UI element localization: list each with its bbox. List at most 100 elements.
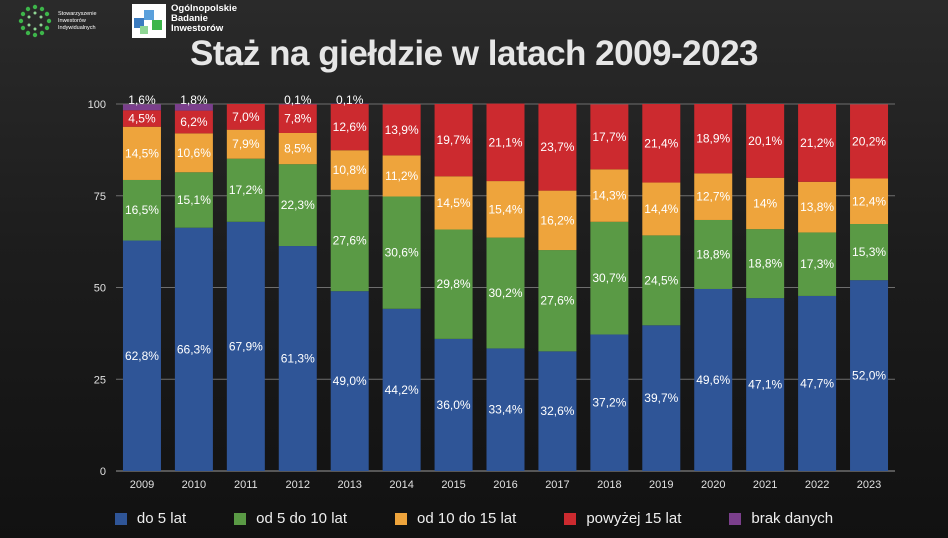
data-label: 17,7% — [592, 130, 626, 144]
bar-segment — [226, 158, 265, 222]
legend-label: brak danych — [751, 510, 834, 527]
x-tick-label: 2022 — [805, 479, 829, 491]
bar-segment — [486, 348, 525, 471]
bar-segment — [746, 104, 785, 178]
bar-segment — [278, 132, 317, 165]
legend-swatch — [729, 512, 742, 525]
x-tick-label: 2020 — [701, 479, 725, 491]
data-label: 66,3% — [177, 342, 211, 356]
obi-logo: Ogólnopolskie Badanie Inwestorów — [132, 4, 261, 38]
obi-name-line3: Inwestorów — [171, 23, 224, 34]
data-label: 32,6% — [540, 404, 574, 418]
bar-segment — [746, 298, 785, 471]
data-label: 10,8% — [333, 163, 367, 177]
legend-item: od 5 do 10 lat — [234, 510, 347, 527]
data-label: 30,2% — [488, 286, 522, 300]
data-label: 22,3% — [281, 198, 315, 212]
data-label: 44,2% — [385, 383, 419, 397]
data-label: 61,3% — [281, 352, 315, 366]
bar-segment — [538, 190, 577, 251]
data-label: 12,7% — [696, 190, 730, 204]
bar-segment — [538, 250, 577, 352]
bar-segment — [382, 155, 421, 197]
data-label: 15,1% — [177, 193, 211, 207]
bar-segment — [590, 169, 629, 222]
bar-segment — [122, 179, 161, 241]
x-tick-label: 2014 — [389, 479, 413, 491]
bar-segment — [226, 104, 265, 130]
obi-name-line1: Ogólnopolskie — [171, 3, 237, 14]
bar-segment — [850, 280, 889, 471]
data-label: 20,2% — [852, 134, 886, 148]
legend-swatch — [114, 512, 127, 525]
bar-segment — [538, 351, 577, 471]
x-tick-label: 2015 — [441, 479, 465, 491]
x-tick-label: 2013 — [337, 479, 361, 491]
data-label: 7,0% — [232, 110, 260, 124]
y-tick-label: 25 — [94, 374, 106, 386]
legend-swatch — [234, 512, 247, 525]
bar-segment — [330, 189, 369, 292]
data-label: 0,1% — [336, 93, 364, 107]
bar-segment — [434, 338, 473, 471]
bar-segment — [226, 129, 265, 159]
data-label: 8,5% — [284, 142, 312, 156]
bar-segment — [174, 104, 213, 111]
data-label: 21,4% — [644, 136, 678, 150]
bar-segment — [434, 176, 473, 230]
bar-segment — [590, 221, 629, 335]
bar-segment — [642, 182, 681, 236]
legend-item: brak danych — [729, 510, 833, 527]
bar-segment — [850, 178, 889, 225]
data-label: 21,1% — [488, 135, 522, 149]
data-label: 14% — [753, 196, 777, 210]
data-label: 7,8% — [284, 112, 312, 126]
bar-segment — [694, 219, 733, 289]
bar-segment — [694, 173, 733, 220]
legend-label: od 5 do 10 lat — [256, 510, 348, 527]
sii-name: Stowarzyszenie Inwestorów Indywidualnych — [58, 10, 97, 31]
data-label: 15,4% — [488, 202, 522, 216]
legend-label: do 5 lat — [136, 510, 187, 527]
data-label: 15,3% — [852, 245, 886, 259]
data-label: 30,6% — [385, 246, 419, 260]
bar-segment — [798, 295, 837, 471]
y-tick-label: 75 — [94, 191, 106, 203]
data-label: 49,6% — [696, 373, 730, 387]
data-label: 1,6% — [128, 93, 156, 107]
bar-segment — [434, 104, 473, 177]
x-tick-label: 2017 — [545, 479, 569, 491]
x-tick-label: 2023 — [857, 479, 881, 491]
bar-segment — [486, 181, 525, 238]
chart-title: Staż na giełdzie w latach 2009-2023 — [189, 34, 759, 73]
bar-segment — [174, 227, 213, 471]
data-label: 16,5% — [125, 203, 159, 217]
data-label: 1,8% — [180, 93, 208, 107]
bar-segment — [122, 104, 161, 111]
data-label: 21,2% — [800, 136, 834, 150]
data-label: 47,7% — [800, 376, 834, 390]
data-label: 33,4% — [488, 403, 522, 417]
legend-item: do 5 lat — [114, 510, 187, 527]
data-label: 18,8% — [748, 257, 782, 271]
bar-segment — [538, 103, 577, 191]
bar-segment — [278, 246, 317, 471]
data-label: 30,7% — [592, 271, 626, 285]
data-label: 17,2% — [229, 183, 263, 197]
data-label: 12,4% — [852, 194, 886, 208]
bar-segment — [174, 133, 213, 173]
x-tick-label: 2019 — [649, 479, 673, 491]
data-label: 12,6% — [333, 120, 367, 134]
data-label: 23,7% — [540, 140, 574, 154]
data-label: 20,1% — [748, 134, 782, 148]
data-label: 0,1% — [284, 93, 312, 107]
obi-name: Ogólnopolskie Badanie Inwestorów — [171, 4, 261, 34]
bar-segment — [226, 221, 265, 471]
data-label: 14,4% — [644, 202, 678, 216]
x-tick-label: 2011 — [234, 479, 258, 491]
data-label: 4,5% — [128, 111, 156, 125]
bar-segment — [590, 104, 629, 170]
bar-segment — [850, 224, 889, 281]
data-label: 39,7% — [644, 391, 678, 405]
legend-item: powyżej 15 lat — [564, 510, 681, 527]
